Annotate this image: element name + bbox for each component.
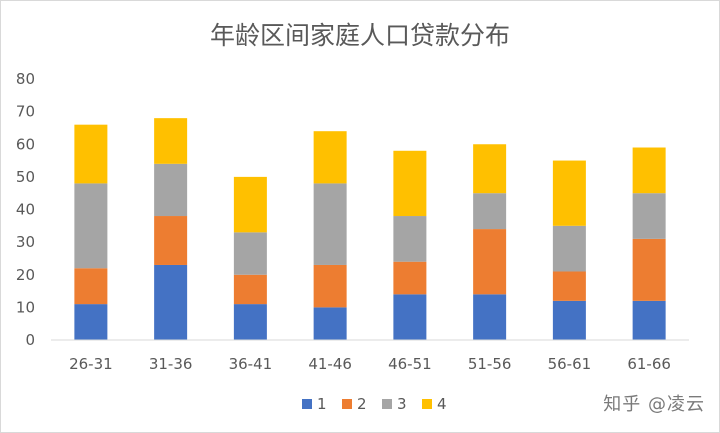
x-tick-label: 56-61 [548, 355, 592, 373]
y-tick-label: 60 [16, 135, 35, 153]
bar-segment-series-2 [313, 264, 347, 308]
legend-swatch [302, 399, 312, 409]
bar-segment-series-1 [154, 264, 188, 340]
bar-segment-series-4 [552, 160, 586, 226]
x-tick-label: 36-41 [229, 355, 273, 373]
bar-segment-series-4 [74, 124, 108, 184]
bar-segment-series-1 [233, 304, 267, 340]
bar-segment-series-1 [473, 294, 507, 340]
bar-segment-series-2 [473, 229, 507, 295]
bar-segment-series-3 [552, 225, 586, 272]
bar-segment-series-4 [632, 147, 666, 194]
bar-segment-series-1 [74, 304, 108, 340]
bar-segment-series-3 [74, 183, 108, 269]
y-tick-label: 40 [16, 201, 35, 219]
bar-segment-series-3 [393, 216, 427, 262]
bars [74, 118, 666, 341]
bar-segment-series-1 [552, 300, 586, 340]
y-axis: 0 10 20 30 40 50 60 70 80 [16, 70, 35, 349]
legend-swatch [422, 399, 432, 409]
bar-segment-series-1 [393, 294, 427, 340]
legend-label: 3 [397, 395, 407, 413]
bar-segment-series-1 [313, 307, 347, 341]
legend-label: 2 [357, 395, 367, 413]
x-tick-label: 26-31 [69, 355, 113, 373]
bar-segment-series-3 [313, 183, 347, 265]
bar-segment-series-2 [154, 216, 188, 265]
x-tick-label: 31-36 [149, 355, 193, 373]
bar-segment-series-4 [233, 176, 267, 233]
bar-segment-series-2 [74, 268, 108, 305]
chart-title: 年龄区间家庭人口贷款分布 [210, 21, 510, 50]
bar-segment-series-2 [233, 274, 267, 305]
y-tick-label: 50 [16, 168, 35, 186]
legend-label: 4 [437, 395, 447, 413]
bar-segment-series-4 [393, 150, 427, 217]
y-tick-label: 80 [16, 70, 35, 88]
bar-segment-series-2 [632, 238, 666, 301]
bar-segment-series-4 [154, 118, 188, 164]
y-tick-label: 70 [16, 103, 35, 121]
bar-segment-series-4 [313, 131, 347, 184]
y-tick-label: 0 [25, 331, 35, 349]
x-tick-label: 41-46 [308, 355, 352, 373]
legend-swatch [382, 399, 392, 409]
y-tick-label: 20 [16, 266, 35, 284]
x-axis: 26-31 31-36 36-41 41-46 46-51 51-56 56-61 61-66 [51, 339, 689, 373]
legend: 1 2 3 4 [302, 395, 447, 413]
y-tick-label: 10 [16, 298, 35, 316]
bar-segment-series-1 [632, 300, 666, 340]
y-tick-label: 30 [16, 233, 35, 251]
x-tick-label: 46-51 [388, 355, 432, 373]
bar-segment-series-3 [154, 163, 188, 217]
bar-segment-series-2 [393, 261, 427, 295]
bar-segment-series-3 [632, 193, 666, 239]
watermark: 知乎 @凌云 [603, 394, 705, 415]
x-tick-label: 61-66 [627, 355, 671, 373]
bar-segment-series-3 [473, 193, 507, 230]
bar-segment-series-4 [473, 144, 507, 194]
legend-swatch [342, 399, 352, 409]
bar-segment-series-3 [233, 232, 267, 275]
bar-segment-series-2 [552, 271, 586, 301]
legend-label: 1 [317, 395, 327, 413]
x-tick-label: 51-56 [468, 355, 512, 373]
